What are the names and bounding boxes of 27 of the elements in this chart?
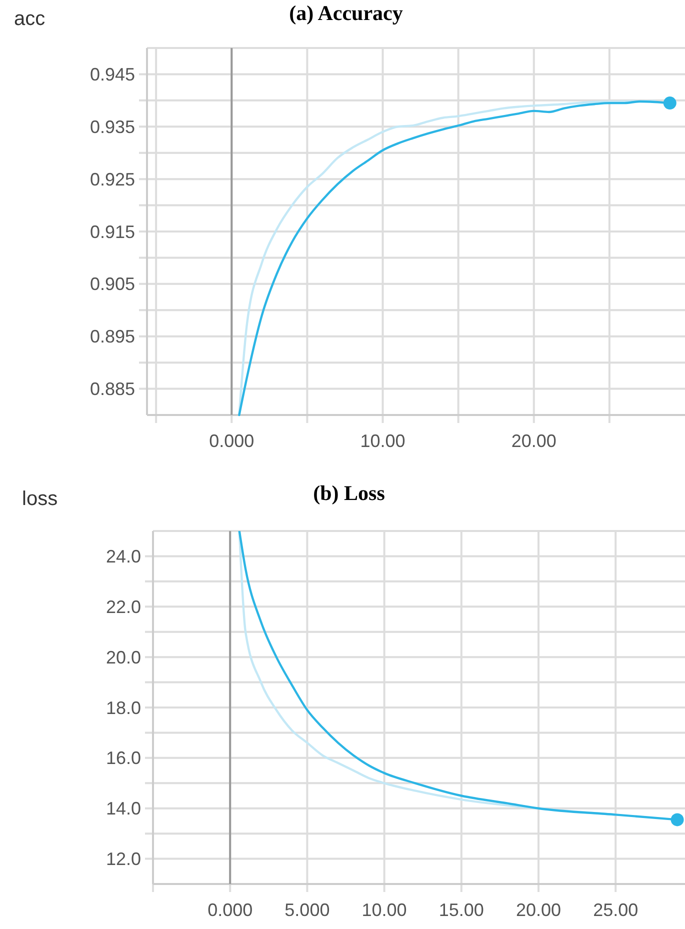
y-tick-label: 0.885: [90, 379, 135, 400]
y-tick-label: 0.945: [90, 64, 135, 85]
x-tick-label: 10.00: [360, 431, 406, 451]
x-tick-label: 0.000: [209, 431, 254, 451]
y-tick-label: 24.0: [106, 546, 141, 567]
y-tick-label: 0.935: [90, 116, 135, 137]
x-tick-label: 5.000: [284, 900, 330, 920]
x-tick-label: 25.00: [593, 900, 638, 920]
x-tick-label: 15.00: [438, 900, 484, 920]
x-tick-label: 20.00: [511, 431, 556, 451]
y-axis-title: acc: [14, 8, 46, 30]
y-tick-label: 0.915: [90, 222, 135, 242]
y-tick-label: 22.0: [106, 596, 141, 617]
y-tick-label: 0.905: [90, 274, 135, 294]
x-tick-label: 20.00: [516, 900, 562, 920]
y-axis-title: loss: [22, 488, 58, 510]
y-tick-label: 18.0: [106, 698, 141, 718]
y-tick-label: 0.925: [90, 169, 135, 190]
y-tick-label: 14.0: [106, 798, 141, 819]
x-tick-label: 0.000: [208, 900, 253, 920]
chart-title: (b) Loss: [313, 481, 385, 505]
y-tick-label: 0.895: [90, 326, 135, 347]
y-tick-label: 20.0: [106, 647, 141, 668]
y-tick-label: 12.0: [106, 849, 141, 870]
y-tick-label: 16.0: [106, 748, 141, 768]
chart-title: (a) Accuracy: [289, 1, 404, 25]
x-tick-label: 10.00: [362, 900, 407, 920]
